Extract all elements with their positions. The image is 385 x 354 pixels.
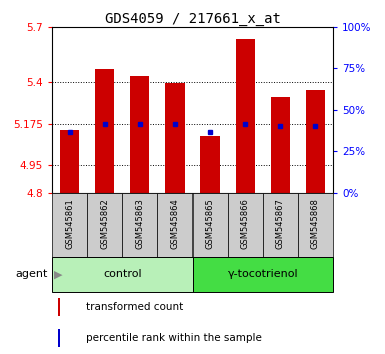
Bar bbox=[192, 257, 333, 292]
Text: agent: agent bbox=[16, 269, 48, 279]
Bar bbox=[58, 298, 60, 316]
Bar bbox=[306, 90, 325, 193]
Bar bbox=[130, 76, 149, 193]
Bar bbox=[298, 193, 333, 257]
Bar bbox=[95, 69, 114, 193]
Text: GSM545863: GSM545863 bbox=[135, 198, 144, 249]
Bar bbox=[52, 257, 192, 292]
Bar bbox=[201, 136, 220, 193]
Bar bbox=[192, 193, 228, 257]
Text: GSM545864: GSM545864 bbox=[171, 198, 179, 249]
Text: percentile rank within the sample: percentile rank within the sample bbox=[86, 333, 261, 343]
Text: control: control bbox=[103, 269, 142, 279]
Text: transformed count: transformed count bbox=[86, 302, 183, 312]
Text: GSM545866: GSM545866 bbox=[241, 198, 250, 249]
Bar bbox=[271, 97, 290, 193]
Bar bbox=[236, 40, 255, 193]
Bar bbox=[52, 193, 87, 257]
Bar bbox=[263, 193, 298, 257]
Text: GSM545862: GSM545862 bbox=[100, 198, 109, 249]
Text: GSM545861: GSM545861 bbox=[65, 198, 74, 249]
Text: GDS4059 / 217661_x_at: GDS4059 / 217661_x_at bbox=[105, 12, 280, 27]
Text: γ-tocotrienol: γ-tocotrienol bbox=[228, 269, 298, 279]
Text: GSM545867: GSM545867 bbox=[276, 198, 285, 249]
Bar bbox=[165, 83, 184, 193]
Bar bbox=[87, 193, 122, 257]
Text: ▶: ▶ bbox=[54, 269, 62, 279]
Bar bbox=[58, 329, 60, 347]
Text: GSM545865: GSM545865 bbox=[206, 198, 214, 249]
Bar bbox=[60, 130, 79, 193]
Bar bbox=[122, 193, 157, 257]
Bar bbox=[228, 193, 263, 257]
Text: GSM545868: GSM545868 bbox=[311, 198, 320, 249]
Bar bbox=[157, 193, 192, 257]
